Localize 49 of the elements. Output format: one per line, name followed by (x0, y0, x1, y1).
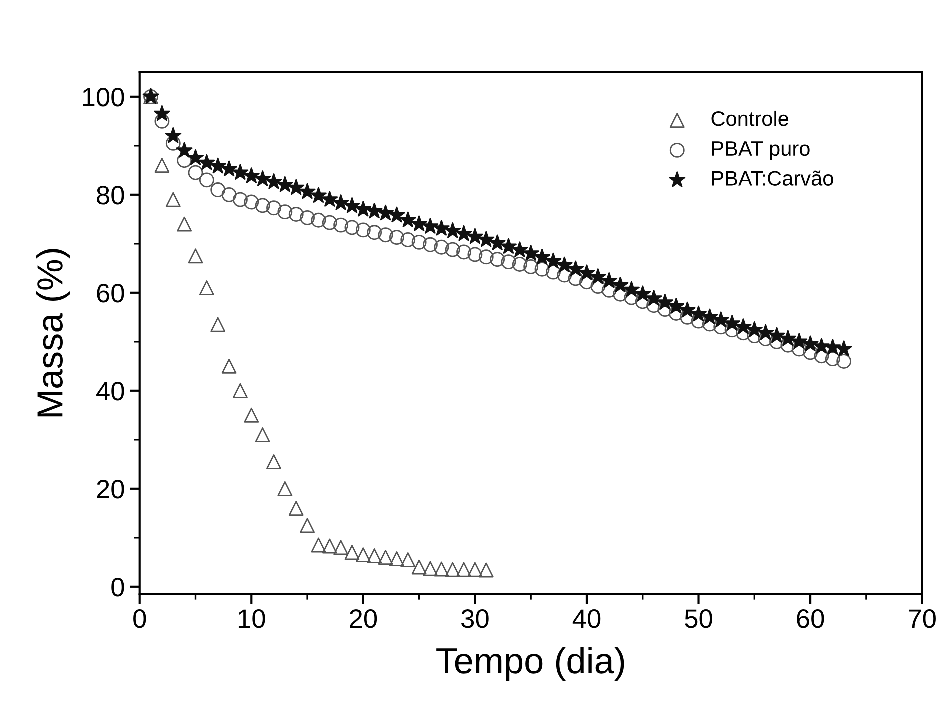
point (166, 192, 181, 208)
y-axis-title: Massa (%) (36, 249, 70, 417)
point (210, 317, 226, 332)
point (177, 216, 192, 232)
legend-label: PBAT:Carvão (712, 170, 834, 186)
point (154, 158, 170, 173)
y-tick-label: 60 (97, 284, 124, 303)
point (266, 454, 282, 470)
point (344, 545, 360, 560)
point (378, 550, 394, 565)
point (478, 562, 494, 578)
point (311, 538, 326, 553)
x-tick-label: 0 (134, 610, 146, 628)
point (389, 552, 404, 566)
point (445, 562, 460, 578)
x-tick-label: 70 (909, 610, 936, 628)
point (456, 562, 472, 578)
point (356, 548, 371, 563)
legend-label: Controle (712, 110, 789, 126)
x-tick-label: 60 (797, 610, 824, 628)
y-tick-label: 80 (97, 186, 124, 205)
point (400, 552, 416, 568)
point (434, 562, 450, 577)
point (367, 548, 382, 564)
point (322, 538, 338, 554)
point (233, 383, 248, 398)
point (288, 501, 304, 516)
point (412, 560, 427, 575)
point (255, 428, 270, 442)
x-tick-label: 10 (238, 610, 266, 628)
x-tick-label: 30 (462, 610, 489, 628)
point (334, 540, 349, 556)
point (468, 562, 483, 578)
legend-label: PBAT puro (712, 142, 810, 160)
y-tick-label: 100 (83, 88, 124, 107)
point (188, 248, 204, 264)
y-tick-label: 40 (96, 382, 124, 401)
y-tick-label: 20 (97, 480, 124, 499)
x-axis-title: Tempo (dia) (436, 647, 624, 682)
point (423, 561, 438, 576)
y-tick-label: 0 (112, 578, 124, 597)
point (199, 280, 214, 296)
point (222, 358, 237, 374)
x-tick-label: 40 (572, 610, 601, 628)
x-tick-label: 20 (350, 610, 378, 628)
point (300, 518, 315, 534)
point (278, 481, 293, 496)
point (244, 408, 260, 423)
x-tick-label: 50 (685, 610, 712, 628)
